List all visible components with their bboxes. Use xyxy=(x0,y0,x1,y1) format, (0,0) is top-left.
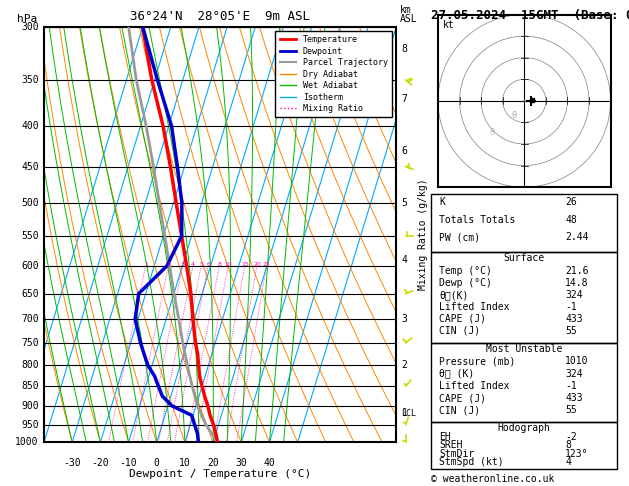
Text: 433: 433 xyxy=(565,393,582,403)
Text: Surface: Surface xyxy=(504,253,545,263)
Text: 4: 4 xyxy=(565,457,571,467)
Text: 5: 5 xyxy=(199,262,203,267)
Text: -30: -30 xyxy=(64,458,81,468)
Text: θᴄ (K): θᴄ (K) xyxy=(439,368,474,379)
Text: 900: 900 xyxy=(21,401,39,411)
Text: 123°: 123° xyxy=(565,449,589,459)
Text: 3: 3 xyxy=(181,262,185,267)
Text: Most Unstable: Most Unstable xyxy=(486,344,562,354)
Text: StmDir: StmDir xyxy=(439,449,474,459)
Text: 21.6: 21.6 xyxy=(565,265,589,276)
Bar xyxy=(431,252,617,343)
Text: 8: 8 xyxy=(565,440,571,450)
Text: 6: 6 xyxy=(206,262,210,267)
Text: hPa: hPa xyxy=(18,14,38,24)
Text: Totals Totals: Totals Totals xyxy=(439,215,515,225)
Text: -1: -1 xyxy=(565,381,577,391)
Text: 2: 2 xyxy=(167,262,170,267)
Text: -2: -2 xyxy=(565,432,577,442)
Text: 10: 10 xyxy=(179,458,191,468)
Text: 5: 5 xyxy=(401,198,408,208)
Text: 550: 550 xyxy=(21,231,39,241)
Text: © weatheronline.co.uk: © weatheronline.co.uk xyxy=(431,473,554,484)
Text: Dewpoint / Temperature (°C): Dewpoint / Temperature (°C) xyxy=(129,469,311,479)
Text: 30: 30 xyxy=(235,458,247,468)
Text: 55: 55 xyxy=(565,326,577,336)
Text: K: K xyxy=(439,197,445,207)
Text: PW (cm): PW (cm) xyxy=(439,232,480,242)
Text: 15: 15 xyxy=(241,262,249,267)
Text: 55: 55 xyxy=(565,405,577,416)
Text: 1: 1 xyxy=(144,262,148,267)
Text: θ: θ xyxy=(490,128,495,138)
Text: 700: 700 xyxy=(21,314,39,324)
Legend: Temperature, Dewpoint, Parcel Trajectory, Dry Adiabat, Wet Adiabat, Isotherm, Mi: Temperature, Dewpoint, Parcel Trajectory… xyxy=(276,31,392,117)
Text: Temp (°C): Temp (°C) xyxy=(439,265,492,276)
Text: -20: -20 xyxy=(92,458,109,468)
Text: 27.05.2024  15GMT  (Base: 06): 27.05.2024 15GMT (Base: 06) xyxy=(431,9,629,22)
Text: 3: 3 xyxy=(401,314,408,324)
Text: 2: 2 xyxy=(401,360,408,370)
Text: 450: 450 xyxy=(21,162,39,172)
Text: 6: 6 xyxy=(401,146,408,156)
Text: 2.44: 2.44 xyxy=(565,232,589,242)
Text: Lifted Index: Lifted Index xyxy=(439,381,509,391)
Text: km
ASL: km ASL xyxy=(399,5,417,24)
Text: CIN (J): CIN (J) xyxy=(439,405,480,416)
Text: CAPE (J): CAPE (J) xyxy=(439,393,486,403)
Text: 8: 8 xyxy=(218,262,221,267)
Text: 350: 350 xyxy=(21,75,39,85)
Text: StmSpd (kt): StmSpd (kt) xyxy=(439,457,504,467)
Text: -10: -10 xyxy=(120,458,137,468)
Text: Hodograph: Hodograph xyxy=(498,423,551,433)
Text: Dewp (°C): Dewp (°C) xyxy=(439,278,492,288)
Text: 36°24'N  28°05'E  9m ASL: 36°24'N 28°05'E 9m ASL xyxy=(130,10,310,23)
Text: 850: 850 xyxy=(21,381,39,391)
Text: 20: 20 xyxy=(207,458,219,468)
Text: 1010: 1010 xyxy=(565,356,589,366)
Text: CAPE (J): CAPE (J) xyxy=(439,314,486,324)
Text: 500: 500 xyxy=(21,198,39,208)
Text: CIN (J): CIN (J) xyxy=(439,326,480,336)
Text: 400: 400 xyxy=(21,121,39,131)
Text: Mixing Ratio (g/kg): Mixing Ratio (g/kg) xyxy=(418,179,428,290)
Text: 48: 48 xyxy=(565,215,577,225)
Text: 26: 26 xyxy=(565,197,577,207)
Bar xyxy=(431,194,617,252)
Text: -1: -1 xyxy=(565,302,577,312)
Text: kt: kt xyxy=(443,20,455,30)
Text: 324: 324 xyxy=(565,368,582,379)
Text: SREH: SREH xyxy=(439,440,462,450)
Text: 800: 800 xyxy=(21,360,39,370)
Text: 324: 324 xyxy=(565,290,582,300)
Text: Lifted Index: Lifted Index xyxy=(439,302,509,312)
Text: LCL: LCL xyxy=(401,409,416,418)
Text: 750: 750 xyxy=(21,338,39,348)
Text: 40: 40 xyxy=(264,458,276,468)
Text: EH: EH xyxy=(439,432,450,442)
Text: θ: θ xyxy=(511,111,516,120)
Text: 300: 300 xyxy=(21,22,39,32)
Text: 10: 10 xyxy=(225,262,232,267)
Text: 4: 4 xyxy=(191,262,195,267)
Text: 7: 7 xyxy=(401,94,408,104)
Text: 600: 600 xyxy=(21,261,39,271)
Text: 433: 433 xyxy=(565,314,582,324)
Text: 950: 950 xyxy=(21,419,39,430)
Bar xyxy=(431,422,617,469)
Text: 8: 8 xyxy=(401,44,408,54)
Text: 4: 4 xyxy=(401,255,408,265)
Text: 650: 650 xyxy=(21,289,39,298)
Text: 1: 1 xyxy=(401,408,408,418)
Text: Pressure (mb): Pressure (mb) xyxy=(439,356,515,366)
Text: θᴄ(K): θᴄ(K) xyxy=(439,290,469,300)
Text: 25: 25 xyxy=(263,262,270,267)
Text: 14.8: 14.8 xyxy=(565,278,589,288)
Text: 0: 0 xyxy=(154,458,160,468)
Text: 20: 20 xyxy=(253,262,261,267)
Bar xyxy=(431,343,617,422)
Text: 1000: 1000 xyxy=(15,437,39,447)
